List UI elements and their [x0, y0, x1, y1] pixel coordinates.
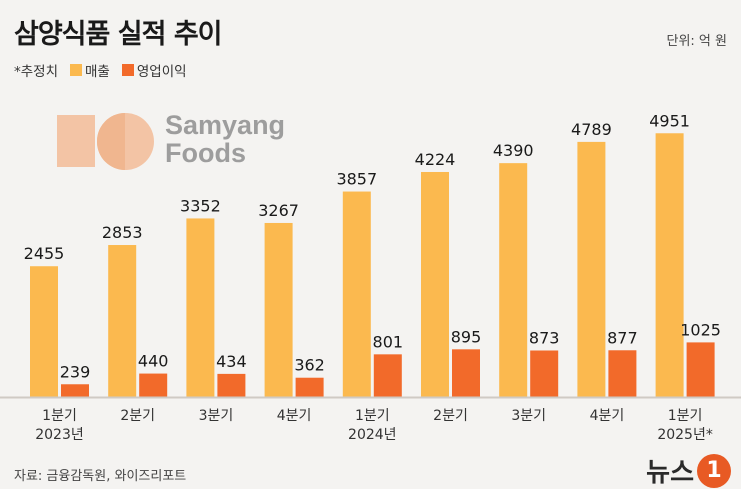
bar-operating-profit-9	[686, 342, 715, 397]
x-tick-label-7: 3분기	[511, 408, 546, 424]
bar-operating-profit-7	[530, 350, 559, 397]
data-label-revenue-4: 3267	[258, 201, 299, 220]
news1-logo-badge: 1	[697, 453, 731, 488]
bar-revenue-5	[342, 191, 371, 397]
news1-logo-text: 뉴스	[646, 458, 694, 488]
legend-label-operating-profit: 영업이익	[136, 64, 187, 80]
data-label-operating-profit-4: 362	[294, 356, 325, 375]
bar-operating-profit-1	[61, 384, 89, 397]
bar-operating-profit-4	[295, 377, 324, 397]
bar-operating-profit-5	[373, 354, 402, 397]
bar-operating-profit-6	[452, 349, 480, 397]
x-tick-label-9-year: 2025년*	[657, 427, 713, 443]
legend-item-revenue: 매출	[70, 60, 110, 80]
x-tick-label-1: 1분기	[42, 408, 77, 424]
x-tick-label-3: 3분기	[199, 408, 234, 424]
data-label-revenue-7: 4390	[493, 141, 534, 160]
chart-title: 삼양식품 실적 추이	[14, 19, 223, 50]
data-label-revenue-8: 4789	[571, 120, 612, 139]
data-label-revenue-5: 3857	[336, 170, 377, 189]
data-label-revenue-2: 2853	[102, 223, 143, 242]
legend-item-operating-profit: 영업이익	[121, 60, 187, 80]
bar-revenue-2	[108, 245, 137, 397]
data-label-operating-profit-3: 434	[216, 352, 247, 371]
data-label-revenue-3: 3352	[180, 196, 221, 215]
news1-logo: 뉴스 1	[646, 452, 731, 489]
data-label-operating-profit-7: 873	[529, 328, 560, 347]
bar-operating-profit-8	[608, 350, 637, 397]
source-note: 자료: 금융감독원, 와이즈리포트	[14, 469, 187, 484]
data-label-revenue-1: 2455	[24, 244, 65, 263]
legend-swatch-operating-profit	[121, 64, 134, 76]
x-tick-label-9: 1분기	[668, 408, 703, 424]
x-tick-label-1-year: 2023년	[35, 427, 84, 443]
bar-operating-profit-2	[139, 373, 168, 397]
bar-revenue-9	[655, 133, 684, 397]
data-label-operating-profit-6: 895	[451, 327, 482, 346]
bar-revenue-1	[30, 266, 58, 397]
logo-word-samyang: Samyang	[165, 110, 286, 140]
estimate-note: *추정치	[14, 64, 59, 80]
x-tick-label-2: 2분기	[120, 408, 155, 424]
legend: *추정치 매출 영업이익	[14, 60, 187, 80]
logo-wordmark: Samyang Foods	[165, 111, 285, 167]
bar-revenue-8	[577, 141, 606, 397]
data-label-operating-profit-9: 1025	[680, 320, 721, 339]
bar-revenue-4	[264, 222, 293, 397]
bar-revenue-6	[421, 171, 449, 397]
x-tick-label-5: 1분기	[355, 408, 390, 424]
bar-operating-profit-3	[217, 373, 246, 397]
x-tick-label-8: 4분기	[590, 408, 625, 424]
legend-swatch-revenue	[70, 64, 83, 76]
bar-revenue-3	[186, 218, 215, 397]
bar-revenue-7	[499, 163, 528, 397]
data-label-operating-profit-5: 801	[373, 332, 404, 351]
samyang-foods-logo: Samyang Foods	[57, 111, 317, 173]
data-label-revenue-9: 4951	[649, 111, 690, 130]
data-label-operating-profit-2: 440	[138, 352, 169, 371]
data-label-operating-profit-8: 877	[607, 328, 638, 347]
legend-label-revenue: 매출	[85, 64, 110, 80]
logo-mark-rect	[57, 115, 95, 167]
x-tick-label-5-year: 2024년	[348, 427, 397, 443]
x-tick-label-6: 2분기	[433, 408, 468, 424]
x-tick-label-4: 4분기	[277, 408, 312, 424]
data-label-revenue-6: 4224	[415, 150, 456, 169]
logo-word-foods: Foods	[165, 138, 246, 168]
data-label-operating-profit-1: 239	[60, 362, 91, 381]
unit-label: 단위: 억 원	[666, 34, 728, 49]
